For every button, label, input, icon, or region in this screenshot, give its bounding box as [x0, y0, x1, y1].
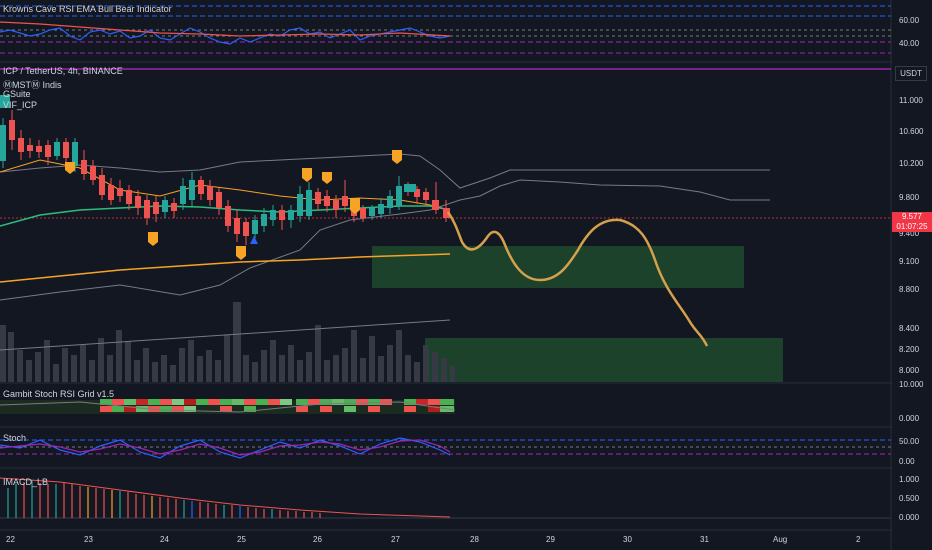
currency-button[interactable]: USDT [895, 66, 927, 81]
sell-marker-icon [236, 246, 246, 260]
current-price-badge: 9.577 01:07:25 [892, 212, 932, 232]
indicator-legend-3[interactable]: VIF_ICP [3, 100, 38, 110]
time-tick: 31 [700, 535, 709, 544]
time-tick: 22 [6, 535, 15, 544]
lower-band [0, 179, 770, 301]
bar-countdown: 01:07:25 [896, 222, 928, 231]
sell-marker-icon [65, 162, 75, 174]
volume-bars [0, 302, 455, 382]
price-axis-bg [892, 0, 932, 550]
stoch-title[interactable]: Stoch [3, 433, 27, 443]
target-zone-2 [425, 338, 783, 382]
rsi-pane [0, 5, 891, 54]
stoch-grid-pane [0, 399, 456, 414]
time-tick: Aug [773, 535, 788, 544]
price-tick: 8.400 [899, 324, 920, 333]
price-tick: 8.200 [899, 345, 920, 354]
macd-histogram [7, 480, 321, 518]
price-tick: 10.600 [899, 127, 924, 136]
rsi-indicator-title[interactable]: Krowns Cave RSI EMA Bull Bear Indicator [3, 4, 172, 14]
time-tick: 26 [313, 535, 322, 544]
buy-arrow-icon [250, 236, 258, 244]
price-tick: 8.000 [899, 366, 920, 375]
signal-markers [0, 95, 416, 260]
stoch-grid-tick: 10.000 [899, 380, 924, 389]
price-tick: 9.100 [899, 257, 920, 266]
macd-tick: 0.500 [899, 494, 920, 503]
stoch-tick: 0.00 [899, 457, 915, 466]
stoch-grid-tick: 0.000 [899, 414, 920, 423]
stoch-tick: 50.00 [899, 437, 920, 446]
price-tick: 9.400 [899, 229, 920, 238]
time-tick: 2 [856, 535, 861, 544]
target-zone-1 [372, 246, 744, 288]
time-tick: 30 [623, 535, 632, 544]
time-tick: 23 [84, 535, 93, 544]
time-tick: 24 [160, 535, 169, 544]
time-tick: 29 [546, 535, 555, 544]
sell-marker-icon [392, 150, 402, 164]
rsi-tick: 60.00 [899, 16, 920, 25]
macd-title[interactable]: IMACD_LB [3, 477, 49, 487]
projection-path [446, 211, 709, 347]
rsi-ema [0, 21, 451, 37]
sell-marker-icon [322, 172, 332, 184]
symbol-title[interactable]: ICP / TetherUS, 4h, BINANCE [3, 66, 123, 76]
time-tick: 27 [391, 535, 400, 544]
sell-marker-icon [404, 184, 416, 192]
sell-marker-icon [350, 198, 360, 214]
stoch-grid-title[interactable]: Gambit Stoch RSI Grid v1.5 [3, 389, 115, 399]
macd-pane [0, 477, 891, 519]
sell-marker-icon [0, 95, 10, 108]
stoch-pane [0, 437, 891, 459]
rsi-tick: 40.00 [899, 39, 920, 48]
candles [0, 110, 450, 245]
main-pane [0, 68, 891, 382]
price-tick: 9.800 [899, 193, 920, 202]
sell-marker-icon [148, 232, 158, 246]
sell-marker-icon [302, 168, 312, 182]
ema-long [0, 253, 451, 283]
indicator-legend-2[interactable]: GSuite [3, 89, 31, 99]
macd-tick: 1.000 [899, 475, 920, 484]
current-price: 9.577 [901, 212, 923, 221]
price-tick: 10.200 [899, 159, 924, 168]
price-tick: 8.800 [899, 285, 920, 294]
indicator-legend-1[interactable]: ⓂMSTⓂ Indis [3, 80, 62, 90]
upper-band [0, 153, 770, 189]
price-tick: 11.000 [899, 96, 923, 105]
time-tick: 25 [237, 535, 246, 544]
time-tick: 28 [470, 535, 479, 544]
macd-tick: 0.000 [899, 513, 920, 522]
rsi-line [0, 27, 451, 45]
